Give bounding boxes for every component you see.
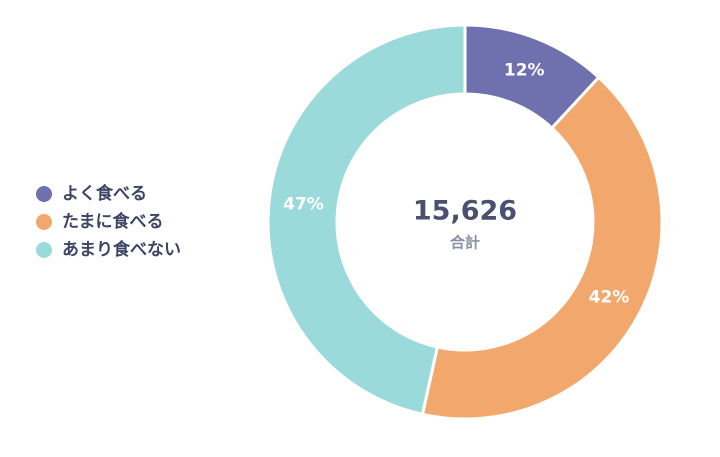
legend-marker <box>36 186 52 202</box>
data-label: 12% <box>504 61 545 81</box>
legend-marker <box>36 242 52 258</box>
center-label: 合計 <box>449 234 480 252</box>
donut-slice <box>420 75 664 421</box>
donut-slice <box>266 23 467 417</box>
data-label: 42% <box>589 287 630 307</box>
legend-label: よく食べる <box>62 183 147 204</box>
legend-label: あまり食べない <box>62 239 181 260</box>
legend-label: たまに食べる <box>62 211 164 232</box>
center-total: 15,626 <box>413 196 517 227</box>
data-label: 47% <box>283 194 324 214</box>
legend-marker <box>36 214 52 230</box>
